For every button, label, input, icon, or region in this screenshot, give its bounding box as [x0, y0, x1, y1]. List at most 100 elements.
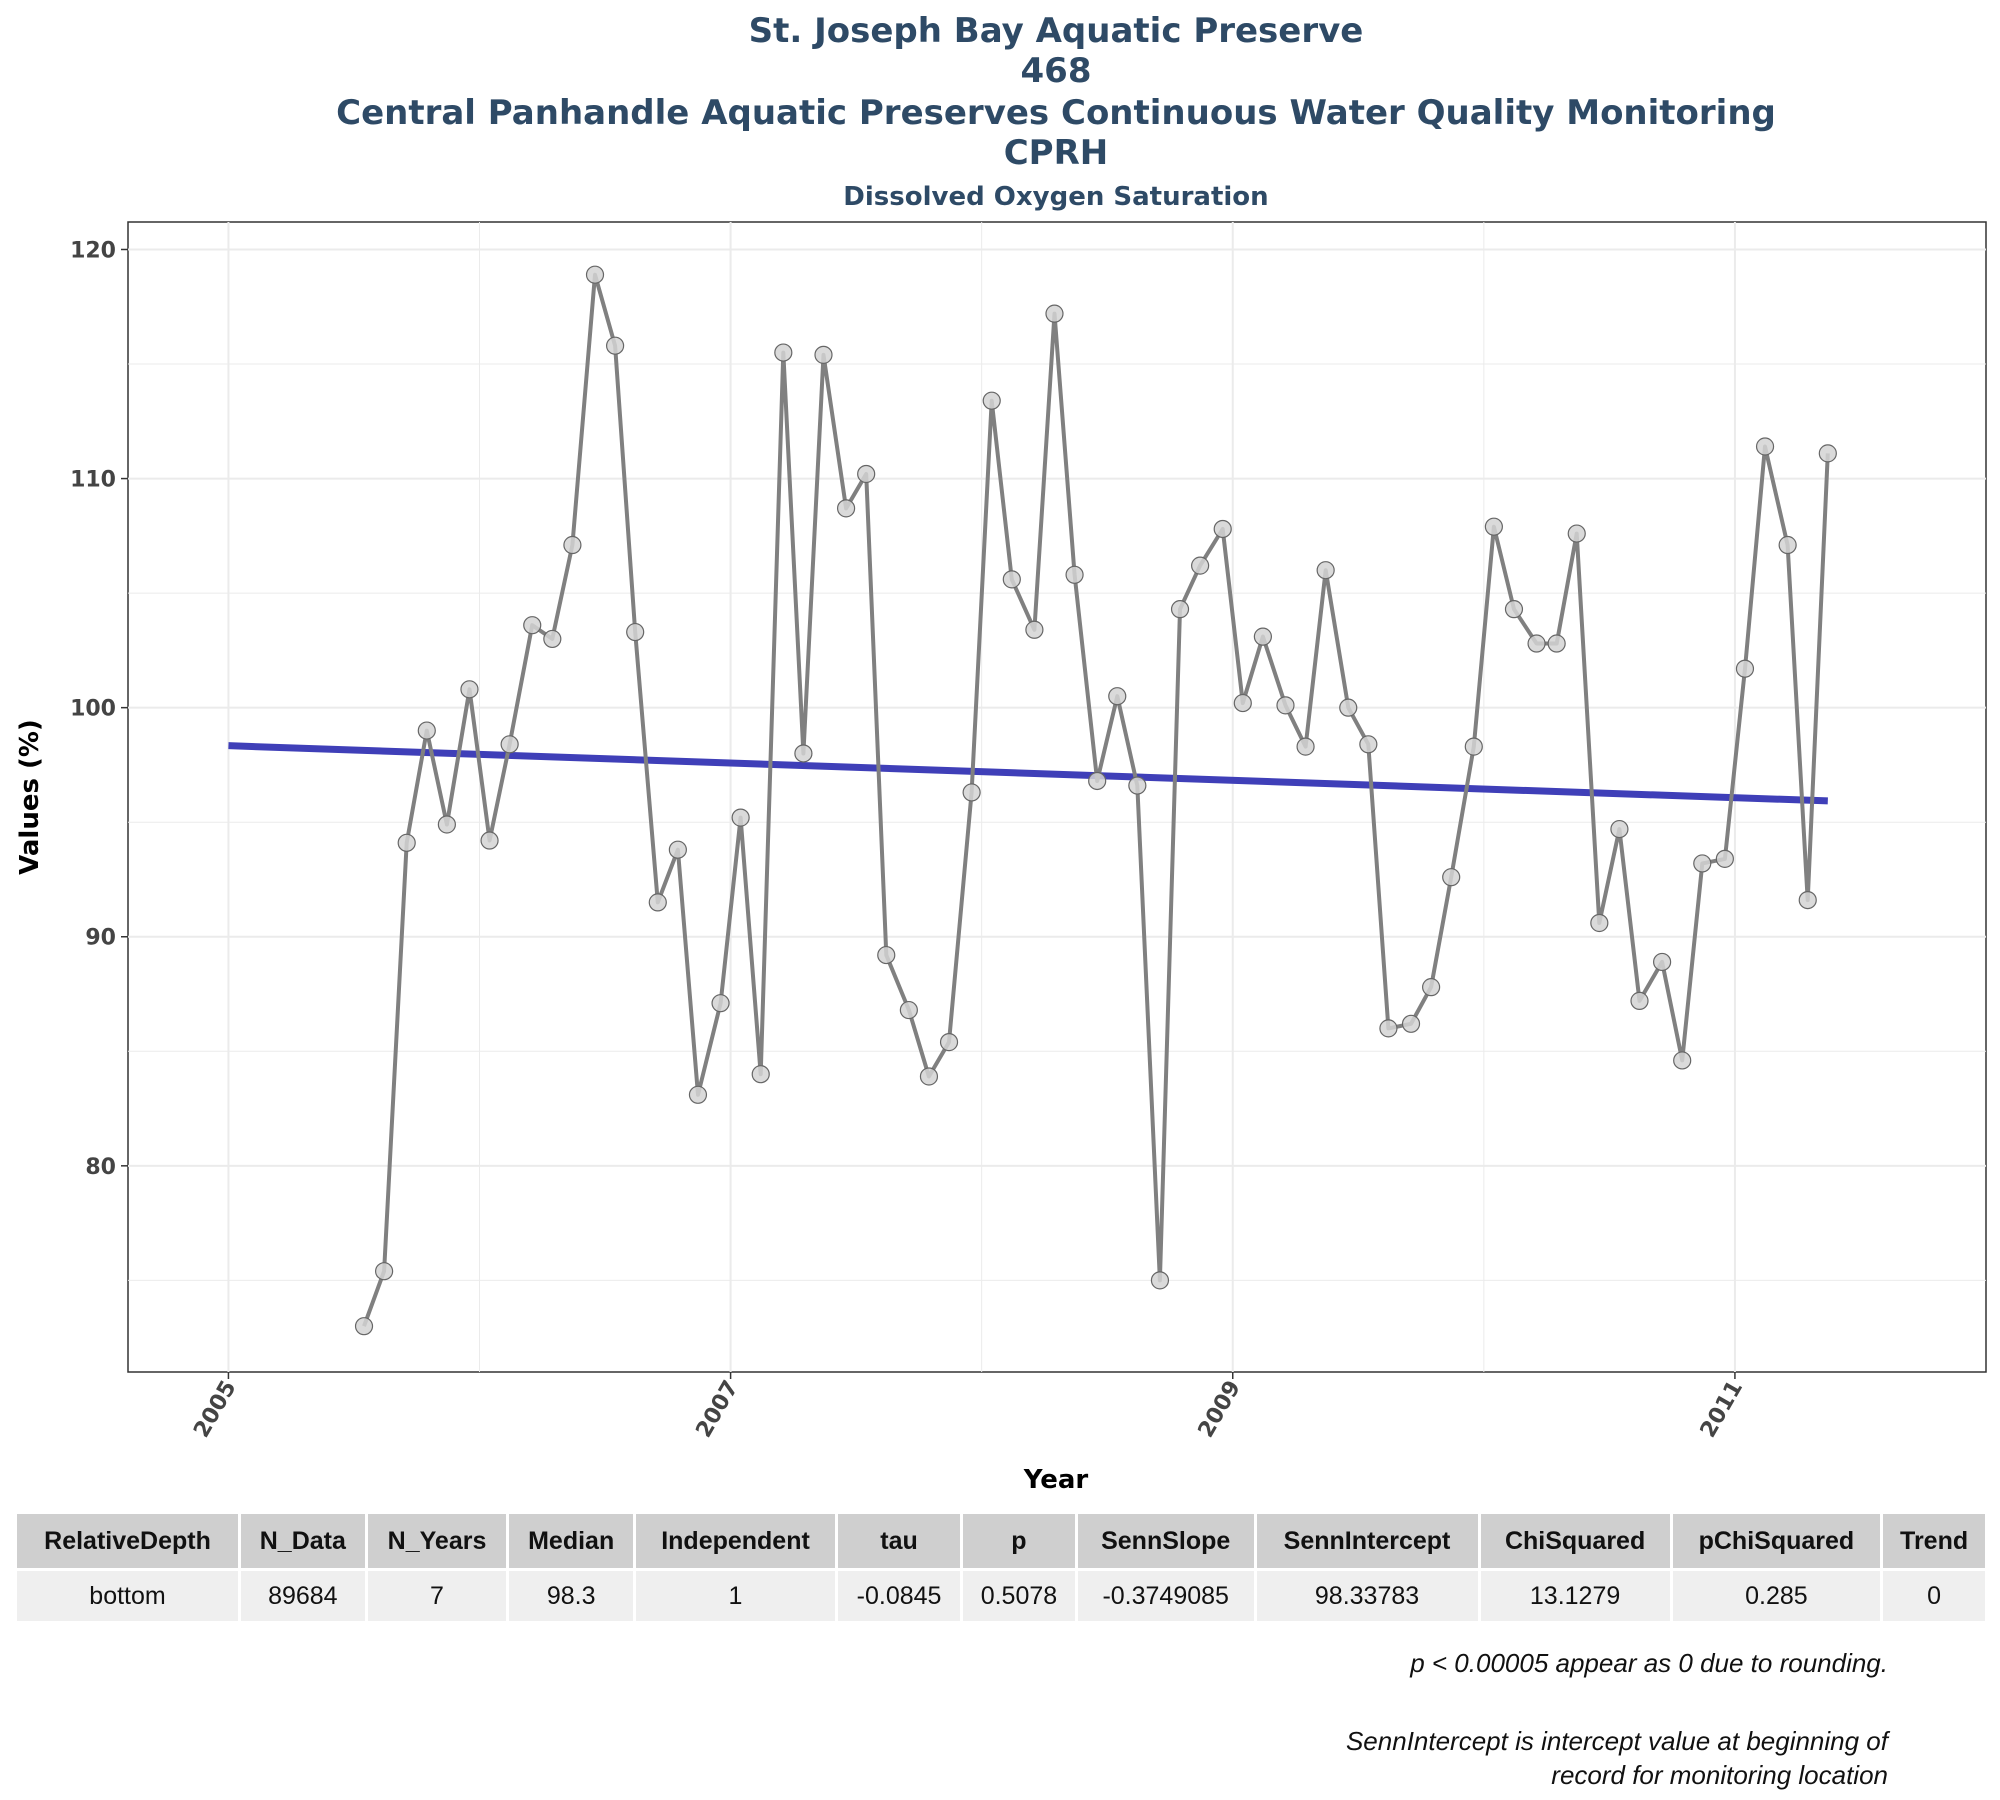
data-point — [585, 265, 605, 284]
data-point — [1798, 890, 1817, 910]
data-point — [1233, 693, 1252, 713]
y-tick-label: 100 — [70, 697, 116, 722]
table-cell: 7 — [367, 1568, 507, 1621]
y-tick-label: 110 — [70, 468, 116, 493]
table-header-cell: tau — [838, 1514, 961, 1568]
points-group — [354, 265, 1837, 1336]
table-header-cell: RelativeDepth — [17, 1514, 239, 1568]
grid-lines — [128, 222, 1986, 1372]
table-header-cell: SennSlope — [1077, 1514, 1254, 1568]
data-point — [688, 1085, 708, 1104]
table-cell: 1 — [635, 1568, 836, 1621]
data-point — [500, 735, 519, 754]
data-point — [480, 831, 499, 850]
data-point — [437, 815, 456, 834]
data-point — [1567, 524, 1586, 543]
table-cell: 98.3 — [509, 1568, 633, 1621]
data-point — [605, 336, 625, 355]
table-cell: -0.0845 — [838, 1568, 961, 1621]
data-point — [1296, 737, 1315, 756]
data-point — [1045, 304, 1064, 323]
data-point — [919, 1067, 939, 1086]
table-header-cell: p — [963, 1514, 1075, 1568]
table-header-cell: Trend — [1883, 1514, 1985, 1568]
chart-title-line4: CPRH — [1004, 133, 1109, 173]
footnote-intercept-line2: record for monitoring location — [1551, 1760, 1888, 1790]
data-point — [1735, 659, 1755, 678]
data-point — [962, 783, 981, 802]
data-point — [1276, 696, 1295, 715]
chart-subtitle: Dissolved Oxygen Saturation — [843, 182, 1268, 212]
data-point — [1108, 687, 1127, 706]
data-point — [1339, 698, 1358, 717]
table-cell: -0.3749085 — [1077, 1568, 1254, 1621]
table-header-cell: N_Years — [367, 1514, 507, 1568]
data-point — [354, 1317, 374, 1336]
data-point — [460, 680, 479, 699]
data-point — [1693, 854, 1712, 873]
x-tick-label: 2009 — [1194, 1377, 1246, 1443]
data-point — [1818, 444, 1837, 463]
data-point — [1170, 600, 1190, 619]
data-point — [375, 1262, 394, 1281]
data-point — [899, 1000, 918, 1020]
y-tick-label: 80 — [85, 1155, 116, 1180]
data-point — [1379, 1019, 1398, 1038]
trend-line — [228, 742, 1828, 805]
data-point — [397, 833, 416, 852]
data-point — [1088, 771, 1107, 791]
stats-table: RelativeDepth N_Data N_Years Median Independ… — [14, 1514, 1988, 1621]
footnote-intercept: SennIntercept is intercept value at begi… — [1188, 1724, 1888, 1792]
table-header-cell: pChiSquared — [1672, 1514, 1881, 1568]
data-point — [563, 535, 582, 555]
table-row: bottom 89684 7 98.3 1 -0.0845 0.5078 -0.3749085… — [17, 1568, 1985, 1621]
data-point — [814, 345, 833, 364]
data-point — [836, 499, 856, 518]
data-point — [774, 343, 793, 362]
footnote-intercept-line1: SennIntercept is intercept value at begi… — [1345, 1726, 1888, 1756]
table-header-cell: SennIntercept — [1256, 1514, 1478, 1568]
data-point — [1002, 570, 1021, 589]
x-tick-label: 2007 — [692, 1377, 744, 1443]
table-header-cell: Independent — [635, 1514, 836, 1568]
data-point — [668, 840, 687, 859]
data-point — [1253, 627, 1272, 646]
data-point — [711, 994, 730, 1013]
data-point — [1778, 535, 1797, 555]
data-point — [751, 1065, 770, 1084]
y-axis-title: Values (%) — [15, 719, 45, 875]
data-point — [877, 945, 896, 965]
data-point — [417, 721, 436, 740]
data-point — [1025, 620, 1044, 639]
y-tick-label: 120 — [70, 238, 116, 263]
data-point — [523, 616, 542, 635]
data-point — [1442, 868, 1461, 887]
data-point — [543, 629, 562, 649]
data-point — [1504, 600, 1524, 619]
data-point — [1653, 952, 1672, 972]
data-point — [1359, 735, 1378, 754]
data-point — [1191, 556, 1210, 575]
chart: St. Joseph Bay Aquatic Preserve 468 Cent… — [15, 11, 1987, 1495]
data-point — [1527, 634, 1546, 653]
x-tick-label: 2005 — [189, 1377, 241, 1443]
table-header-cell: Median — [509, 1514, 633, 1568]
data-point — [1630, 991, 1649, 1010]
data-point — [626, 622, 645, 642]
data-point — [1715, 849, 1734, 868]
chart-title-line3: Central Panhandle Aquatic Preserves Cont… — [336, 93, 1776, 133]
table-cell: 0 — [1883, 1568, 1985, 1621]
data-point — [1547, 634, 1566, 653]
x-axis-title: Year — [1023, 1465, 1089, 1495]
data-point — [1150, 1271, 1170, 1290]
table-cell: bottom — [17, 1568, 239, 1621]
stats-body: bottom 89684 7 98.3 1 -0.0845 0.5078 -0.3749085… — [17, 1568, 1985, 1621]
data-point — [1316, 561, 1335, 580]
chart-title-line1: St. Joseph Bay Aquatic Preserve — [749, 11, 1364, 51]
y-tick-label: 90 — [85, 926, 116, 951]
table-cell: 89684 — [241, 1568, 365, 1621]
data-point — [1422, 978, 1441, 997]
chart-title-line2: 468 — [1021, 51, 1092, 91]
table-header-cell: N_Data — [241, 1514, 365, 1568]
trend-line-group — [228, 742, 1828, 805]
